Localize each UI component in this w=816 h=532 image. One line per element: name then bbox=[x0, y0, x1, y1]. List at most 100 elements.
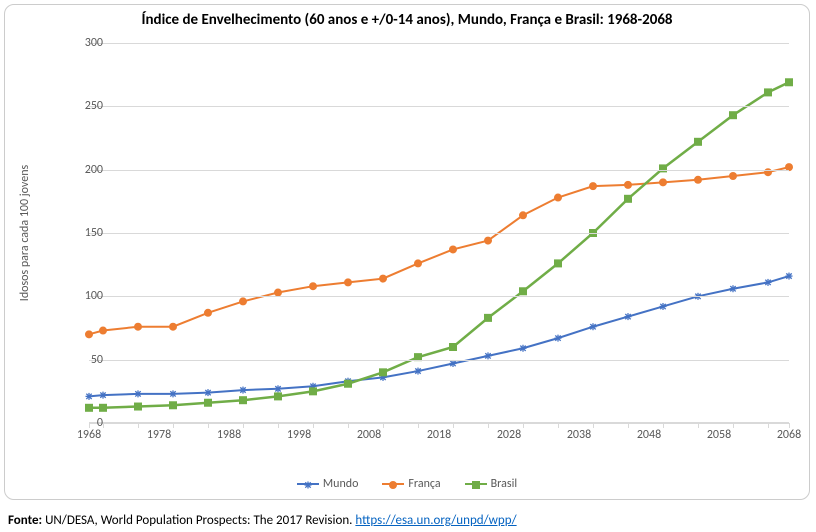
series-marker bbox=[99, 404, 107, 412]
chart-title: Índice de Envelhecimento (60 anos e +/0-… bbox=[5, 5, 809, 29]
x-tick-label: 2068 bbox=[777, 428, 801, 442]
series-marker bbox=[204, 399, 212, 407]
series-marker bbox=[414, 259, 422, 267]
x-tick-label: 1998 bbox=[287, 428, 311, 442]
x-tick-mark bbox=[733, 423, 734, 428]
x-tick-label: 2058 bbox=[707, 428, 731, 442]
legend-line-icon bbox=[297, 483, 319, 485]
series-marker bbox=[100, 392, 107, 399]
x-tick-mark bbox=[173, 423, 174, 428]
series-marker bbox=[170, 390, 177, 397]
legend-item-mundo: Mundo bbox=[297, 477, 359, 491]
x-tick-mark bbox=[453, 423, 454, 428]
y-tick-label: 150 bbox=[63, 226, 103, 240]
x-tick-mark bbox=[768, 423, 769, 428]
series-marker bbox=[554, 259, 562, 267]
y-tick-label: 250 bbox=[63, 99, 103, 113]
x-tick-label: 2008 bbox=[357, 428, 381, 442]
series-marker bbox=[415, 368, 422, 375]
legend-label: França bbox=[408, 477, 440, 491]
series-marker bbox=[484, 314, 492, 322]
source-label: Fonte: bbox=[8, 513, 42, 528]
x-tick-mark bbox=[558, 423, 559, 428]
series-marker bbox=[169, 323, 177, 331]
series-marker bbox=[134, 323, 142, 331]
series-marker bbox=[764, 88, 772, 96]
x-tick-mark bbox=[348, 423, 349, 428]
legend-item-brasil: Brasil bbox=[465, 477, 517, 491]
series-marker bbox=[590, 323, 597, 330]
series-marker bbox=[694, 176, 702, 184]
source-link[interactable]: https://esa.un.org/unpd/wpp/ bbox=[355, 513, 516, 528]
grid-line bbox=[89, 170, 789, 171]
x-tick-label: 1978 bbox=[147, 428, 171, 442]
x-tick-mark bbox=[278, 423, 279, 428]
series-marker bbox=[765, 279, 772, 286]
series-marker bbox=[240, 387, 247, 394]
series-marker bbox=[485, 352, 492, 359]
grid-line bbox=[89, 423, 789, 424]
series-marker bbox=[625, 313, 632, 320]
series-marker bbox=[624, 195, 632, 203]
series-marker bbox=[519, 287, 527, 295]
y-tick-label: 100 bbox=[63, 289, 103, 303]
series-line-frança bbox=[89, 167, 789, 334]
series-marker bbox=[484, 237, 492, 245]
series-marker bbox=[694, 138, 702, 146]
grid-line bbox=[89, 106, 789, 107]
series-marker bbox=[729, 172, 737, 180]
x-tick-mark bbox=[313, 423, 314, 428]
series-marker bbox=[519, 211, 527, 219]
series-marker bbox=[729, 111, 737, 119]
series-marker bbox=[309, 282, 317, 290]
x-tick-label: 1988 bbox=[217, 428, 241, 442]
series-marker bbox=[786, 273, 793, 280]
series-marker bbox=[589, 182, 597, 190]
grid-line bbox=[89, 233, 789, 234]
series-marker bbox=[85, 404, 93, 412]
series-marker bbox=[554, 194, 562, 202]
x-tick-label: 1968 bbox=[77, 428, 101, 442]
series-marker bbox=[659, 178, 667, 186]
x-tick-mark bbox=[523, 423, 524, 428]
series-marker bbox=[274, 392, 282, 400]
series-marker bbox=[449, 343, 457, 351]
series-marker bbox=[660, 303, 667, 310]
y-tick-label: 0 bbox=[63, 416, 103, 430]
x-tick-mark bbox=[208, 423, 209, 428]
series-marker bbox=[99, 327, 107, 335]
x-tick-mark bbox=[103, 423, 104, 428]
series-marker bbox=[449, 245, 457, 253]
series-marker bbox=[379, 275, 387, 283]
source-text: UN/DESA, World Population Prospects: The… bbox=[42, 513, 355, 528]
y-tick-label: 50 bbox=[63, 353, 103, 367]
series-marker bbox=[239, 396, 247, 404]
x-tick-mark bbox=[593, 423, 594, 428]
x-tick-mark bbox=[628, 423, 629, 428]
series-marker bbox=[450, 360, 457, 367]
grid-line bbox=[89, 43, 789, 44]
y-tick-label: 300 bbox=[63, 36, 103, 50]
series-marker bbox=[274, 289, 282, 297]
series-marker bbox=[520, 345, 527, 352]
series-marker bbox=[275, 385, 282, 392]
source-citation: Fonte: UN/DESA, World Population Prospec… bbox=[8, 513, 517, 528]
y-tick-label: 200 bbox=[63, 163, 103, 177]
series-marker bbox=[205, 389, 212, 396]
grid-line bbox=[89, 360, 789, 361]
legend-item-frança: França bbox=[382, 477, 440, 491]
series-marker bbox=[239, 297, 247, 305]
series-marker bbox=[659, 164, 667, 172]
series-marker bbox=[555, 335, 562, 342]
series-marker bbox=[624, 181, 632, 189]
x-tick-mark bbox=[138, 423, 139, 428]
x-tick-mark bbox=[243, 423, 244, 428]
series-marker bbox=[730, 285, 737, 292]
series-marker bbox=[135, 390, 142, 397]
x-tick-label: 2048 bbox=[637, 428, 661, 442]
series-marker bbox=[309, 387, 317, 395]
series-marker bbox=[785, 78, 793, 86]
legend-label: Brasil bbox=[491, 477, 517, 491]
grid-line bbox=[89, 296, 789, 297]
plot-area: 1968197819881998200820182028203820482058… bbox=[89, 43, 789, 423]
